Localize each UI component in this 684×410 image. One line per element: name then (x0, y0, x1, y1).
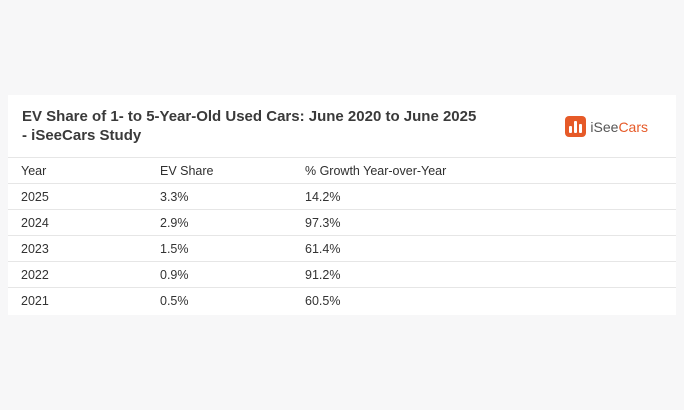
page-title: EV Share of 1- to 5-Year-Old Used Cars: … (22, 108, 477, 144)
table-row: 2024 2.9% 97.3% (8, 209, 676, 236)
ev-share-table: Year EV Share % Growth Year-over-Year 20… (8, 157, 676, 313)
table-header-row: Year EV Share % Growth Year-over-Year (8, 157, 676, 184)
logo-text: iSeeCars (590, 118, 648, 136)
cell-ev-share: 0.9% (147, 261, 292, 288)
bar-chart-logo-icon (565, 116, 587, 137)
table-row: 2022 0.9% 91.2% (8, 261, 676, 288)
column-header-ev-share: EV Share (147, 157, 292, 184)
cell-ev-share: 0.5% (147, 287, 292, 313)
cell-ev-share: 2.9% (147, 209, 292, 236)
cell-year: 2025 (8, 183, 147, 210)
card-header: EV Share of 1- to 5-Year-Old Used Cars: … (8, 95, 676, 157)
iseecars-logo[interactable]: iSeeCars (565, 116, 648, 137)
cell-year: 2023 (8, 235, 147, 262)
cell-growth: 97.3% (292, 209, 676, 236)
logo-text-accent: Cars (618, 118, 648, 135)
table-row: 2021 0.5% 60.5% (8, 287, 676, 313)
cell-growth: 61.4% (292, 235, 676, 262)
logo-text-main: iSee (590, 118, 619, 135)
cell-growth: 14.2% (292, 183, 676, 210)
table-row: 2023 1.5% 61.4% (8, 235, 676, 262)
cell-year: 2021 (8, 287, 147, 313)
cell-ev-share: 1.5% (147, 235, 292, 262)
cell-year: 2022 (8, 261, 147, 288)
cell-ev-share: 3.3% (147, 183, 292, 210)
cell-year: 2024 (8, 209, 147, 236)
column-header-year: Year (8, 157, 147, 184)
column-header-growth: % Growth Year-over-Year (292, 157, 676, 184)
cell-growth: 60.5% (292, 287, 676, 313)
study-card: EV Share of 1- to 5-Year-Old Used Cars: … (8, 95, 676, 315)
table-row: 2025 3.3% 14.2% (8, 183, 676, 210)
cell-growth: 91.2% (292, 261, 676, 288)
